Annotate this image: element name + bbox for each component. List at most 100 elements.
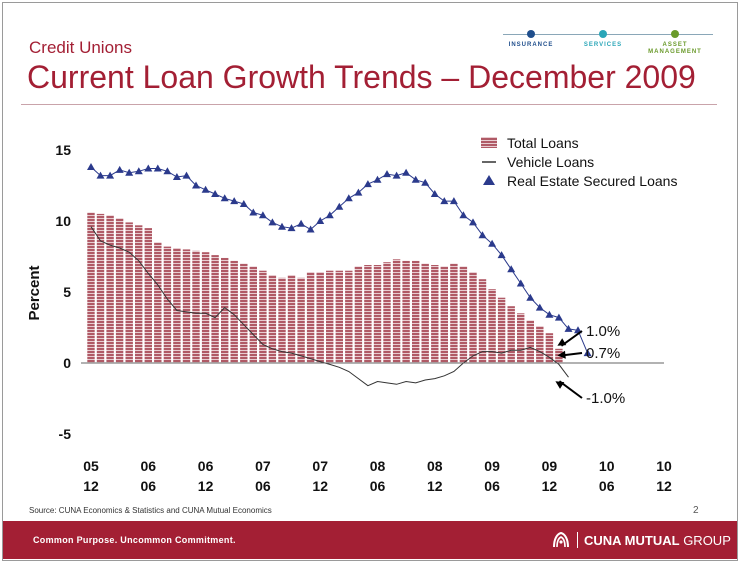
total-loans-bar: [125, 222, 133, 363]
brand-nav-asset-management: ASSET MANAGEMENT: [635, 27, 715, 56]
y-tick-label: -5: [59, 426, 72, 442]
real-estate-marker: [440, 197, 449, 205]
logo-icon: [553, 531, 569, 548]
chart-axes: -5051015Percent0512060606120706071208060…: [26, 142, 672, 494]
real-estate-marker: [392, 171, 401, 179]
x-tick-month: 12: [312, 478, 328, 494]
real-estate-marker: [106, 171, 115, 179]
legend-label: Total Loans: [507, 135, 579, 151]
total-loans-bar: [469, 272, 477, 363]
logo-separator: [577, 532, 578, 548]
y-tick-label: 10: [55, 213, 71, 229]
logo-text-regular: GROUP: [683, 532, 731, 548]
real-estate-marker: [144, 164, 153, 172]
legend-label: Vehicle Loans: [507, 154, 594, 170]
x-tick-year: 05: [83, 458, 99, 474]
real-estate-marker: [239, 200, 248, 207]
annotation-arrow-line: [558, 380, 583, 399]
real-estate-marker: [287, 224, 296, 232]
total-loans-bar: [526, 320, 534, 363]
loan-growth-chart: -5051015Percent0512060606120706071208060…: [26, 135, 677, 494]
real-estate-marker: [411, 175, 420, 183]
real-estate-marker: [526, 293, 535, 301]
real-estate-marker: [325, 211, 334, 219]
total-loans-bar: [421, 263, 429, 363]
total-loans-bar: [507, 306, 515, 363]
real-estate-marker: [497, 251, 506, 259]
total-loans-bar: [144, 228, 152, 363]
asset-management-dot-icon: [671, 30, 679, 38]
real-estate-marker: [344, 194, 353, 202]
x-tick-year: 10: [599, 458, 615, 474]
total-loans-bar: [478, 279, 487, 363]
total-loans-bar: [412, 260, 420, 363]
footer-bar: Common Purpose. Uncommon Commitment. CUN…: [3, 521, 737, 559]
total-loans-bar: [135, 225, 143, 363]
total-loans-bar: [221, 257, 229, 363]
total-loans-bar: [326, 270, 334, 363]
total-loans-bar: [192, 250, 200, 363]
total-loans-bar: [106, 215, 114, 363]
company-logo: CUNA MUTUAL GROUP: [551, 530, 731, 550]
total-loans-bar: [545, 333, 554, 363]
total-loans-bar: [87, 212, 95, 363]
real-estate-marker: [335, 202, 344, 210]
total-loans-bar: [96, 213, 105, 363]
x-tick-month: 12: [83, 478, 99, 494]
total-loans-bar: [268, 275, 277, 363]
real-estate-marker: [583, 349, 592, 357]
x-tick-month: 06: [255, 478, 271, 494]
total-loans-bar: [536, 326, 544, 363]
title-divider: [21, 104, 717, 105]
real-estate-marker: [478, 231, 487, 239]
x-tick-month: 06: [141, 478, 157, 494]
real-estate-marker: [192, 181, 200, 189]
real-estate-marker: [449, 197, 458, 205]
vehicle-loans-line: [90, 226, 569, 387]
real-estate-marker: [316, 217, 325, 224]
brand-nav: INSURANCE SERVICES ASSET MANAGEMENT: [493, 27, 723, 67]
page-number: 2: [693, 505, 699, 516]
annotation-label: 1.0%: [586, 323, 620, 340]
total-loans-bar: [249, 266, 257, 363]
real-estate-marker: [230, 197, 239, 205]
y-tick-label: 15: [55, 142, 71, 158]
total-loans-bar: [488, 289, 496, 363]
real-estate-marker: [354, 188, 363, 196]
real-estate-marker: [564, 324, 573, 332]
x-tick-month: 12: [656, 478, 672, 494]
total-loans-bar: [211, 255, 219, 363]
x-tick-month: 06: [599, 478, 615, 494]
real-estate-marker: [421, 178, 430, 186]
logo-text-bold: CUNA MUTUAL: [584, 532, 680, 548]
x-tick-month: 06: [370, 478, 386, 494]
total-loans-bar: [287, 275, 296, 363]
x-tick-year: 06: [141, 458, 157, 474]
total-loans-bar: [306, 272, 315, 363]
total-loans-bar: [259, 270, 267, 363]
real-estate-marker: [220, 194, 229, 202]
total-loans-bar: [373, 265, 382, 363]
total-loans-bar: [182, 249, 191, 363]
chart-legend: Total Loans Vehicle Loans Real Estate Secu…: [481, 135, 677, 189]
y-axis-label: Percent: [26, 265, 43, 320]
legend-label: Real Estate Secured Loans: [507, 173, 677, 189]
source-note: Source: CUNA Economics & Statistics and …: [29, 506, 272, 515]
x-tick-month: 12: [427, 478, 443, 494]
total-loans-bar: [459, 266, 468, 363]
x-tick-month: 06: [484, 478, 500, 494]
real-estate-marker: [363, 180, 372, 188]
vehicle-loans-series: [90, 226, 569, 387]
real-estate-marker: [488, 239, 497, 247]
real-estate-marker: [258, 211, 267, 219]
brand-nav-label: SERVICES: [583, 42, 623, 48]
x-tick-year: 09: [542, 458, 558, 474]
total-loans-bar: [240, 263, 248, 363]
slide-title: Current Loan Growth Trends – December 20…: [27, 59, 696, 95]
total-loans-bar: [230, 260, 238, 363]
x-tick-year: 10: [656, 458, 672, 474]
real-estate-marker: [201, 185, 210, 193]
real-estate-marker: [268, 218, 277, 226]
brand-nav-services: SERVICES: [563, 27, 643, 49]
total-loans-bar: [431, 265, 439, 363]
